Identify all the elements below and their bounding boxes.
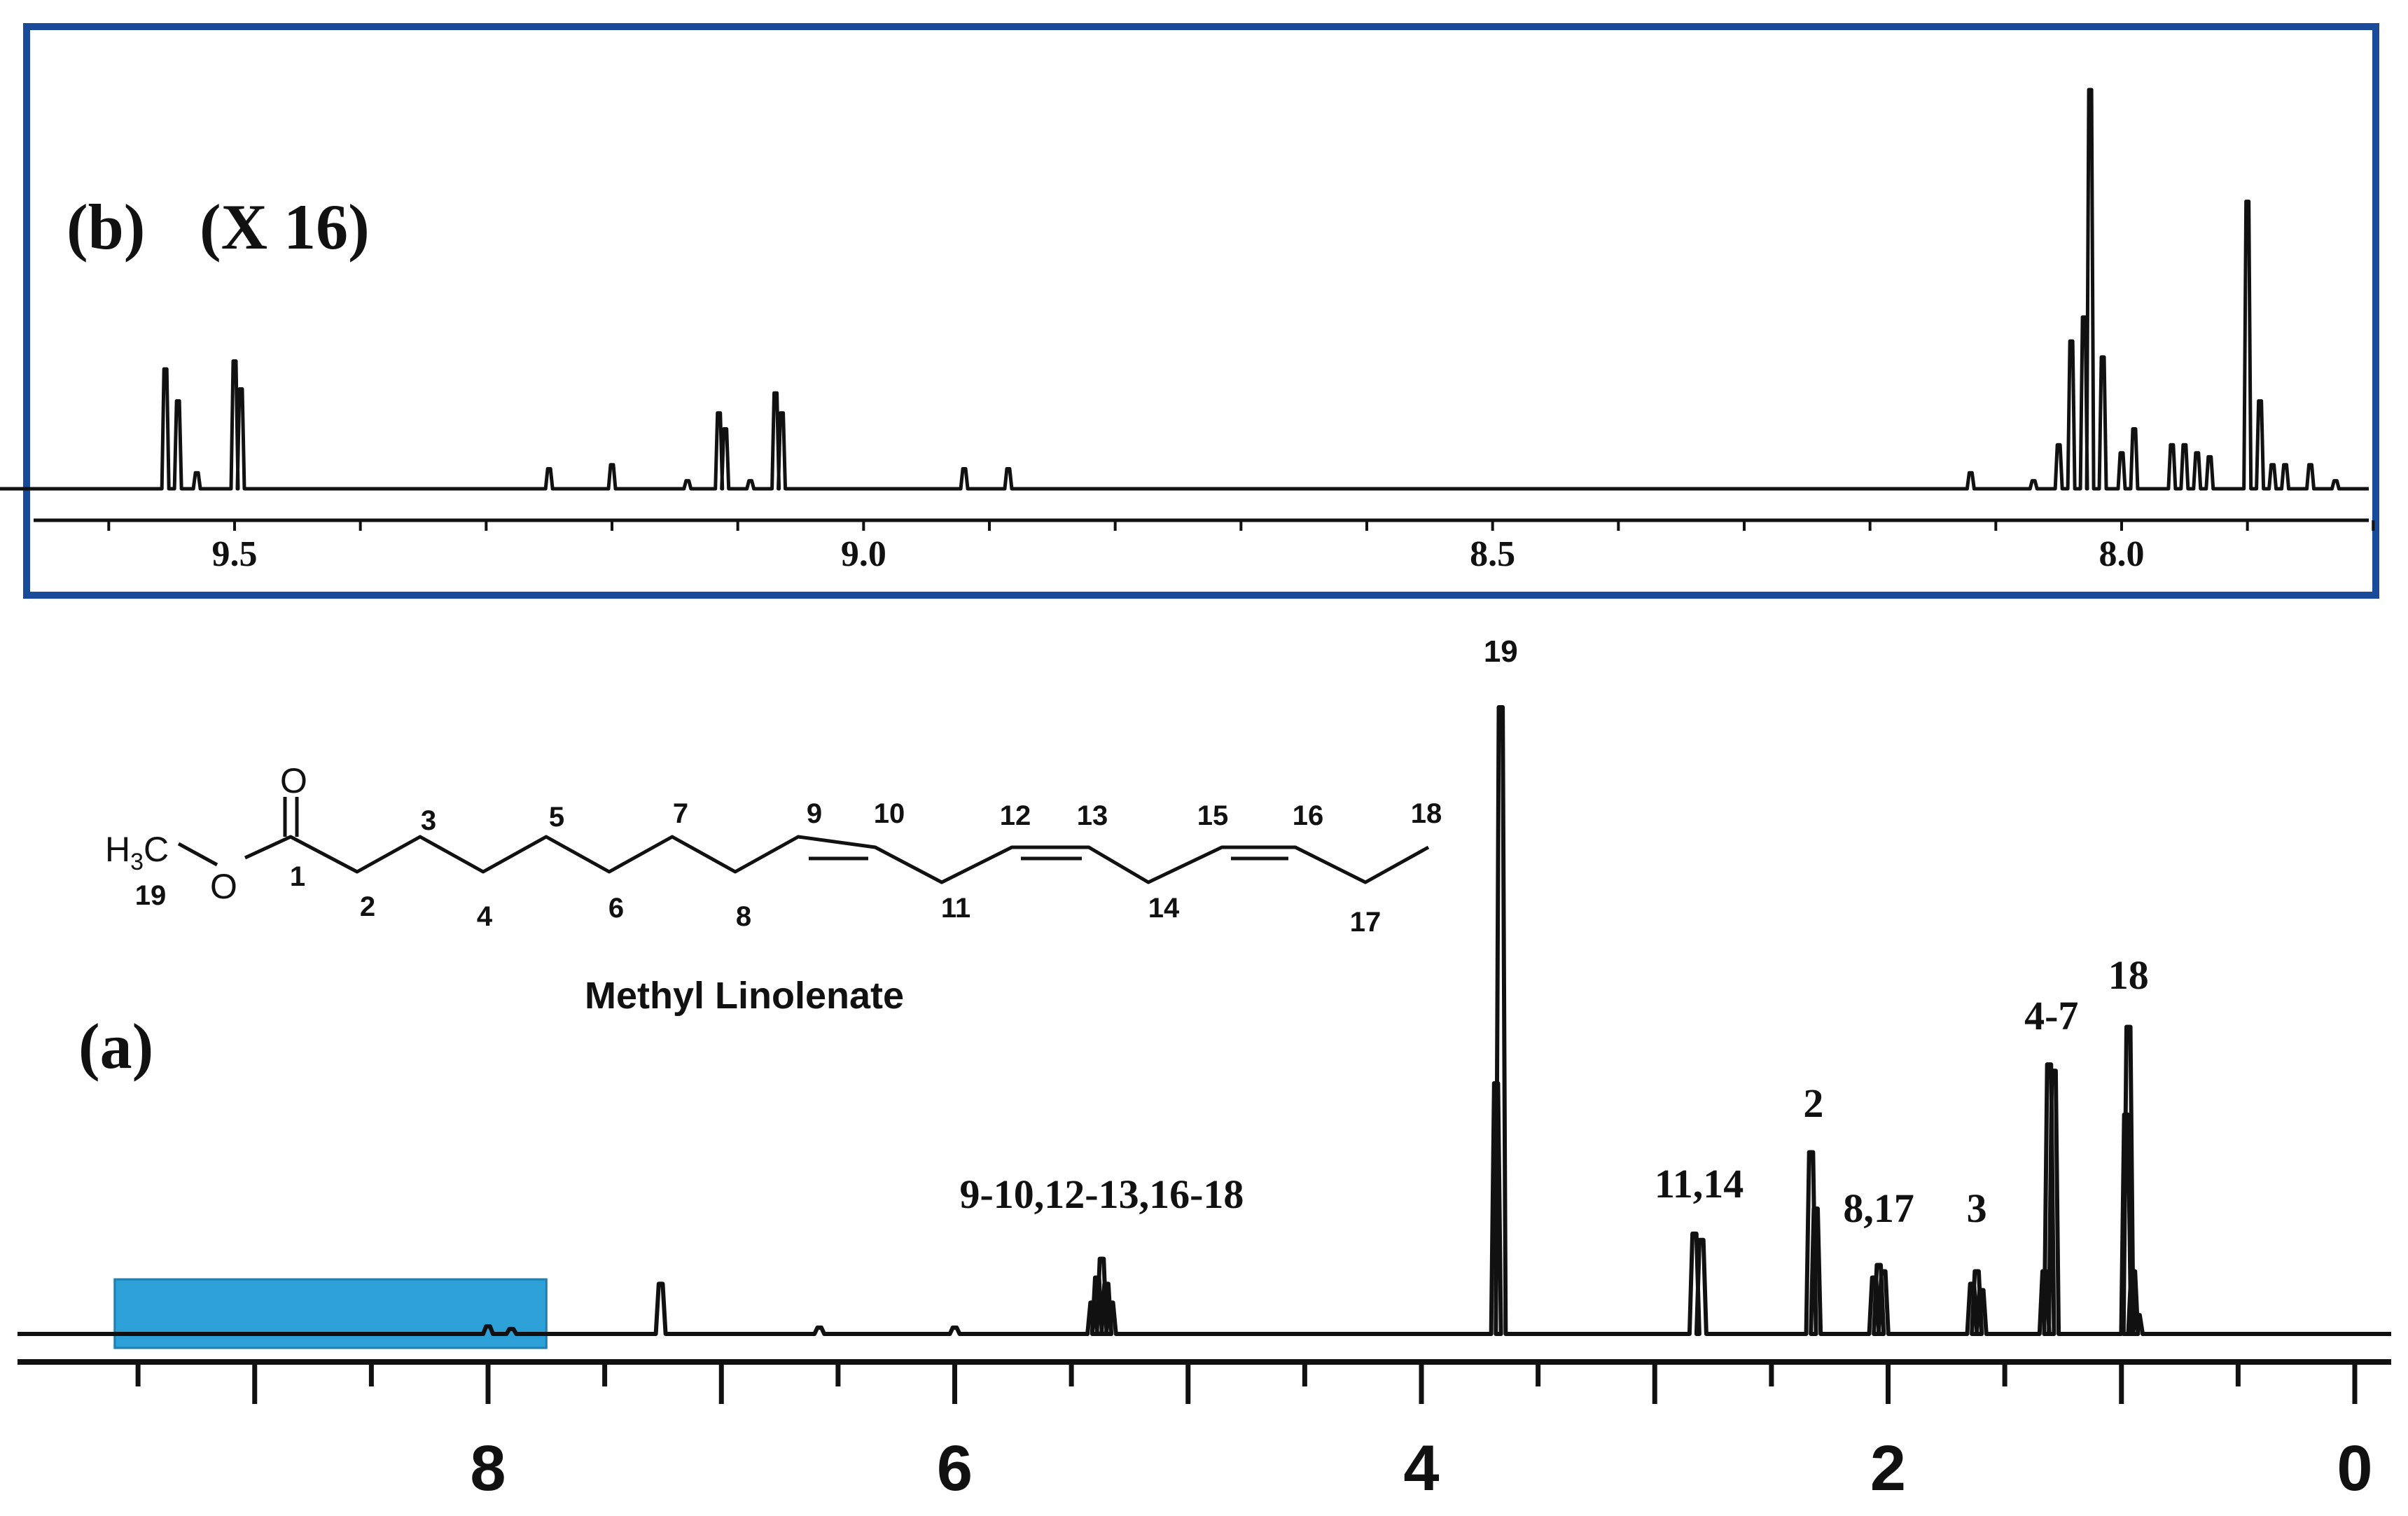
panel-b-tick-labels: 9.5 9.0 8.5 8.0 [212,534,2145,574]
panel-b-spectrum-trace [0,88,2369,491]
carbon-chain-bonds [177,835,1430,884]
peak-annotation: 11,14 [1655,1161,1744,1206]
peak-annotation: 4-7 [2024,993,2078,1038]
panel-b-tick-label: 8.5 [1470,534,1515,574]
methyl-group-label: H3C [105,830,169,875]
panel-a-tick-label: 2 [1870,1433,1906,1504]
peak-annotation: 19 [1484,634,1518,669]
atom-number: 1 [290,861,305,892]
peak-annotation: 3 [1967,1185,1987,1231]
panel-a-tick-label: 4 [1403,1433,1439,1504]
carbonyl-oxygen: O [280,761,307,800]
panel-a-tick-label: 8 [470,1433,506,1504]
atom-number: 16 [1293,800,1324,831]
atom-number: 13 [1077,800,1108,831]
panel-b-tick-label: 9.5 [212,534,258,574]
peak-annotation: 8,17 [1843,1185,1914,1231]
atom-number: 7 [673,798,688,829]
ester-oxygen: O [210,867,237,906]
atom-number: 17 [1350,907,1382,938]
panel-a-peak-annotations: 19 9-10,12-13,16-18 11,14 2 8,17 3 4-7 18 [959,634,2148,1231]
atom-number: 11 [941,893,970,924]
atom-number: 8 [736,901,751,932]
panel-a-tick-label: 0 [2337,1433,2372,1504]
panel-a-label: (a) [78,1010,153,1082]
atom-number: 4 [477,901,493,932]
peak-annotation: 2 [1803,1080,1823,1126]
panel-b-ticks [107,520,2375,531]
panel-a-tick-labels: 8 6 4 2 0 [470,1433,2372,1504]
atom-number: 12 [1000,800,1031,831]
panel-b: (b) (X 16) 9.5 9.0 8.5 8.0 [0,23,2379,599]
peak-annotation: 18 [2108,952,2149,998]
atom-number: 10 [874,798,905,829]
atom-number: 9 [807,798,822,829]
panel-a-ticks [135,1362,2358,1404]
panel-a-spectrum-trace [18,705,2391,1336]
carbonyl-double-bond [283,797,299,837]
molecule-name: Methyl Linolenate [585,975,904,1017]
atom-number: 19 [135,880,167,911]
panel-b-label: (b) [67,191,145,263]
panel-b-tick-label: 8.0 [2099,534,2145,574]
atom-number: 15 [1197,800,1229,831]
peak-annotation: 9-10,12-13,16-18 [959,1171,1244,1217]
expanded-region-highlight [113,1278,548,1349]
atom-number: 2 [360,891,375,922]
atom-number: 14 [1148,893,1180,924]
panel-b-scale-label: (X 16) [200,191,370,263]
atom-number: 3 [421,805,436,836]
atom-number: 18 [1411,798,1442,829]
panel-b-frame [23,23,2379,599]
panel-b-tick-label: 9.0 [841,534,886,574]
panel-a-tick-label: 6 [937,1433,973,1504]
atom-number: 6 [608,893,624,924]
atom-number: 5 [549,802,564,833]
